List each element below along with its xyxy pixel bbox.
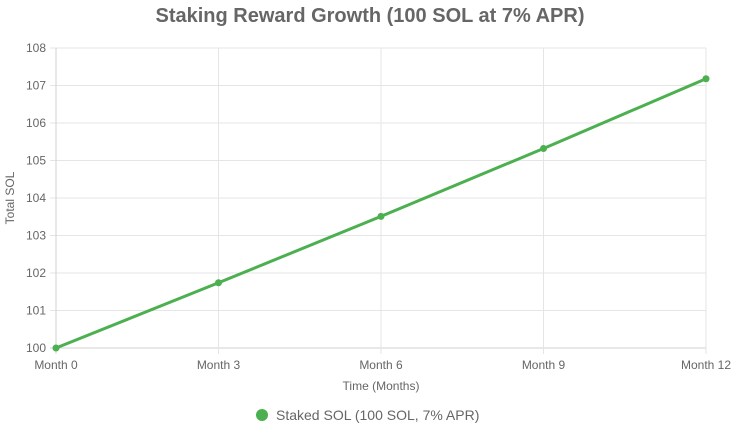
data-point[interactable] [702,75,710,83]
x-tick-label: Month 6 [359,358,403,372]
x-axis-ticks: Month 0 Month 3 Month 6 Month 9 Month 12 [34,358,731,372]
series-layer [52,75,710,352]
y-tick-label: 108 [26,41,46,55]
data-point[interactable] [377,212,385,220]
legend[interactable]: Staked SOL (100 SOL, 7% APR) [256,407,479,423]
y-tick-label: 102 [26,266,46,280]
y-tick-label: 106 [26,116,46,130]
y-axis-title: Total SOL [3,171,17,224]
y-tick-label: 103 [26,229,46,243]
data-point[interactable] [52,344,60,352]
grid [50,47,707,354]
data-point[interactable] [215,279,222,287]
y-tick-label: 101 [26,304,46,318]
legend-label: Staked SOL (100 SOL, 7% APR) [276,407,479,423]
x-tick-label: Month 9 [522,358,566,372]
legend-marker [256,409,268,421]
x-tick-label: Month 3 [197,358,241,372]
y-tick-label: 107 [26,79,46,93]
y-axis-ticks: 100 101 102 103 104 105 106 107 108 [26,41,46,355]
x-axis-title: Time (Months) [343,379,420,393]
chart-title: Staking Reward Growth (100 SOL at 7% APR… [156,5,585,27]
x-tick-label: Month 0 [34,358,78,372]
y-tick-label: 100 [26,341,46,355]
data-point[interactable] [540,145,547,152]
y-tick-label: 105 [26,154,46,168]
x-tick-label: Month 12 [681,358,731,372]
y-tick-label: 104 [26,191,46,205]
